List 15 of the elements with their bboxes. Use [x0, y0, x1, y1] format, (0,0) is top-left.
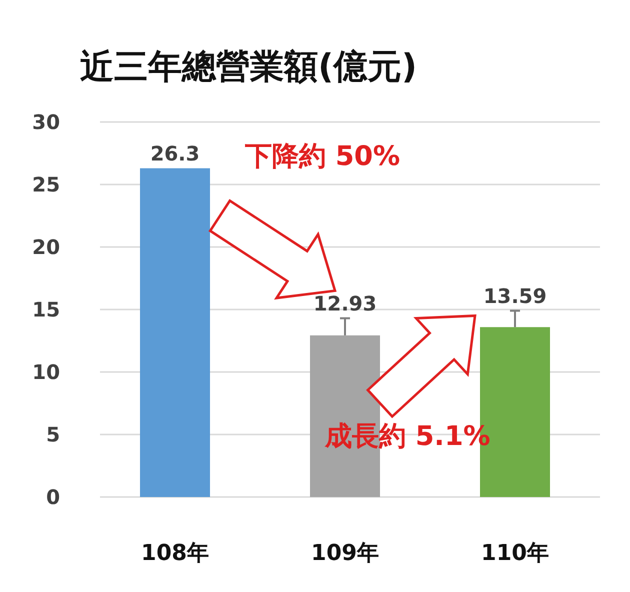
x-tick-label: 108年 — [141, 541, 209, 566]
y-tick-label: 0 — [46, 485, 60, 509]
y-tick-label: 20 — [32, 235, 60, 259]
y-tick-label: 5 — [46, 422, 60, 446]
y-tick-label: 15 — [32, 298, 60, 322]
data-label: 26.3 — [150, 141, 200, 166]
y-tick-label: 10 — [32, 360, 60, 384]
chart-title: 近三年總營業額(億元) — [80, 47, 418, 87]
data-label: 13.59 — [483, 284, 547, 308]
x-tick-label: 109年 — [311, 541, 379, 566]
data-label: 12.93 — [313, 291, 377, 316]
y-tick-label: 25 — [32, 172, 60, 196]
annotation: 下降約 50% — [244, 141, 400, 172]
y-tick-label: 30 — [32, 110, 60, 134]
x-tick-label: 110年 — [481, 541, 549, 566]
